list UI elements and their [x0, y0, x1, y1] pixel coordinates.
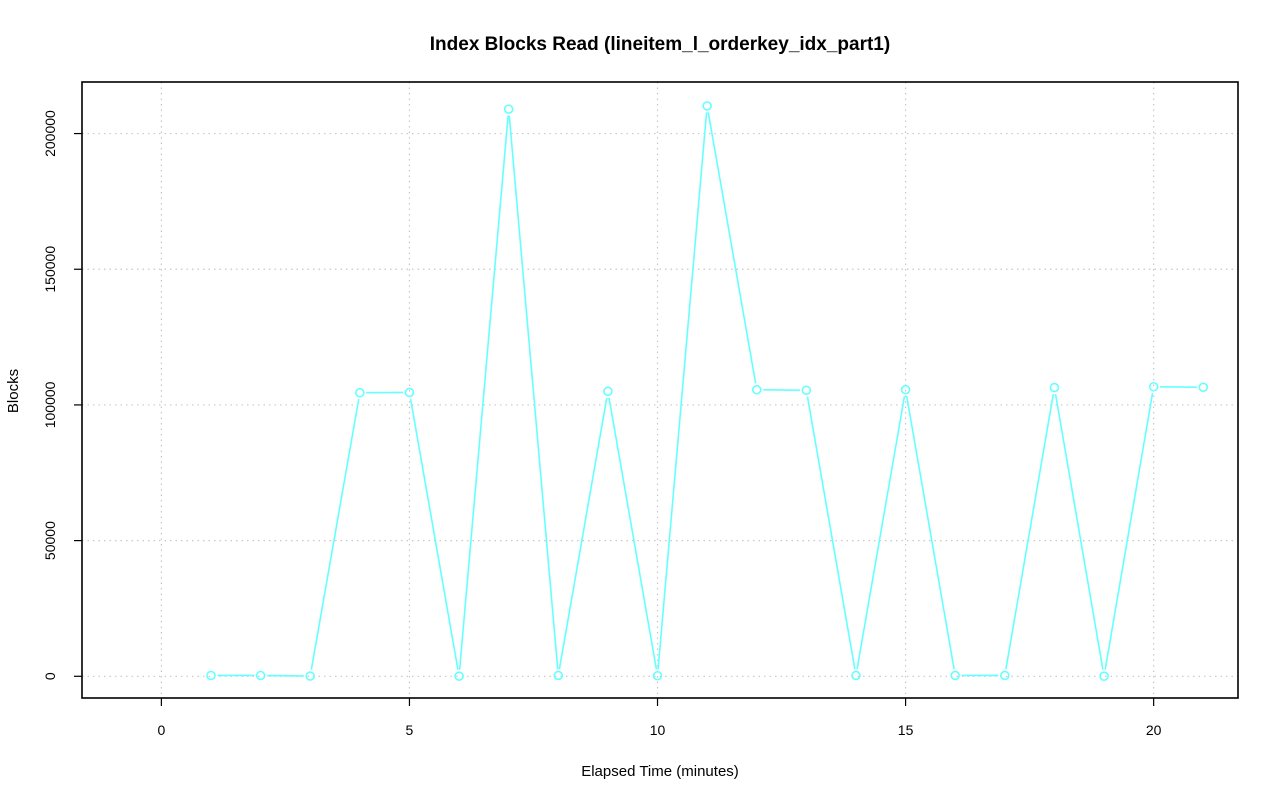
series-line-segment	[409, 398, 459, 670]
series-line-segment	[905, 395, 955, 670]
series-line-segment	[856, 395, 906, 670]
data-point	[751, 384, 762, 395]
data-point	[851, 670, 861, 681]
y-tick-label: 100000	[42, 381, 58, 428]
data-point	[255, 670, 266, 681]
data-point	[1099, 671, 1109, 681]
series-line-segment	[1005, 393, 1055, 670]
data-point	[900, 384, 911, 395]
data-point	[1049, 382, 1060, 393]
x-tick-label: 20	[1146, 722, 1162, 738]
data-point	[355, 387, 365, 398]
data-point	[503, 104, 514, 114]
data-point	[950, 670, 961, 681]
data-point	[801, 385, 812, 396]
chart-title: Index Blocks Read (lineitem_l_orderkey_i…	[430, 34, 890, 55]
data-point	[404, 387, 415, 398]
series-line-segment	[707, 112, 757, 384]
series-line-segment	[608, 397, 658, 670]
data-point	[603, 386, 613, 397]
series-line-segment	[310, 398, 360, 670]
plot-frame	[81, 81, 1239, 699]
grid	[82, 82, 1238, 698]
data-point	[1000, 670, 1010, 681]
series-line-segment	[657, 112, 708, 670]
data-point	[553, 670, 564, 681]
x-tick-label: 15	[898, 722, 914, 738]
data-point	[652, 670, 663, 681]
data-point	[1148, 381, 1159, 392]
x-tick-label: 10	[650, 722, 666, 738]
data-point	[305, 671, 316, 681]
y-tick-label: 200000	[42, 110, 58, 157]
series-line-segment	[458, 115, 509, 670]
series-line-segment	[1104, 393, 1154, 670]
series-line-segment	[1054, 393, 1104, 670]
x-axis-label: Elapsed Time (minutes)	[581, 763, 739, 780]
series	[206, 101, 1209, 681]
data-point	[1198, 382, 1209, 393]
y-axis-label: Blocks	[5, 369, 22, 413]
data-point	[702, 101, 712, 111]
y-tick-label: 0	[42, 672, 58, 680]
y-tick-label: 50000	[42, 521, 58, 560]
x-tick-label: 5	[406, 722, 414, 738]
y-tick-label: 150000	[42, 246, 58, 293]
series-line-segment	[508, 115, 559, 670]
x-tick-label: 0	[157, 722, 165, 738]
series-line-segment	[806, 396, 856, 670]
axes: 0 5 10 15 20 0 50000 100000 150000 200000	[42, 110, 1162, 738]
series-line-segment	[558, 397, 608, 670]
data-point	[454, 671, 464, 681]
data-point	[206, 670, 216, 681]
